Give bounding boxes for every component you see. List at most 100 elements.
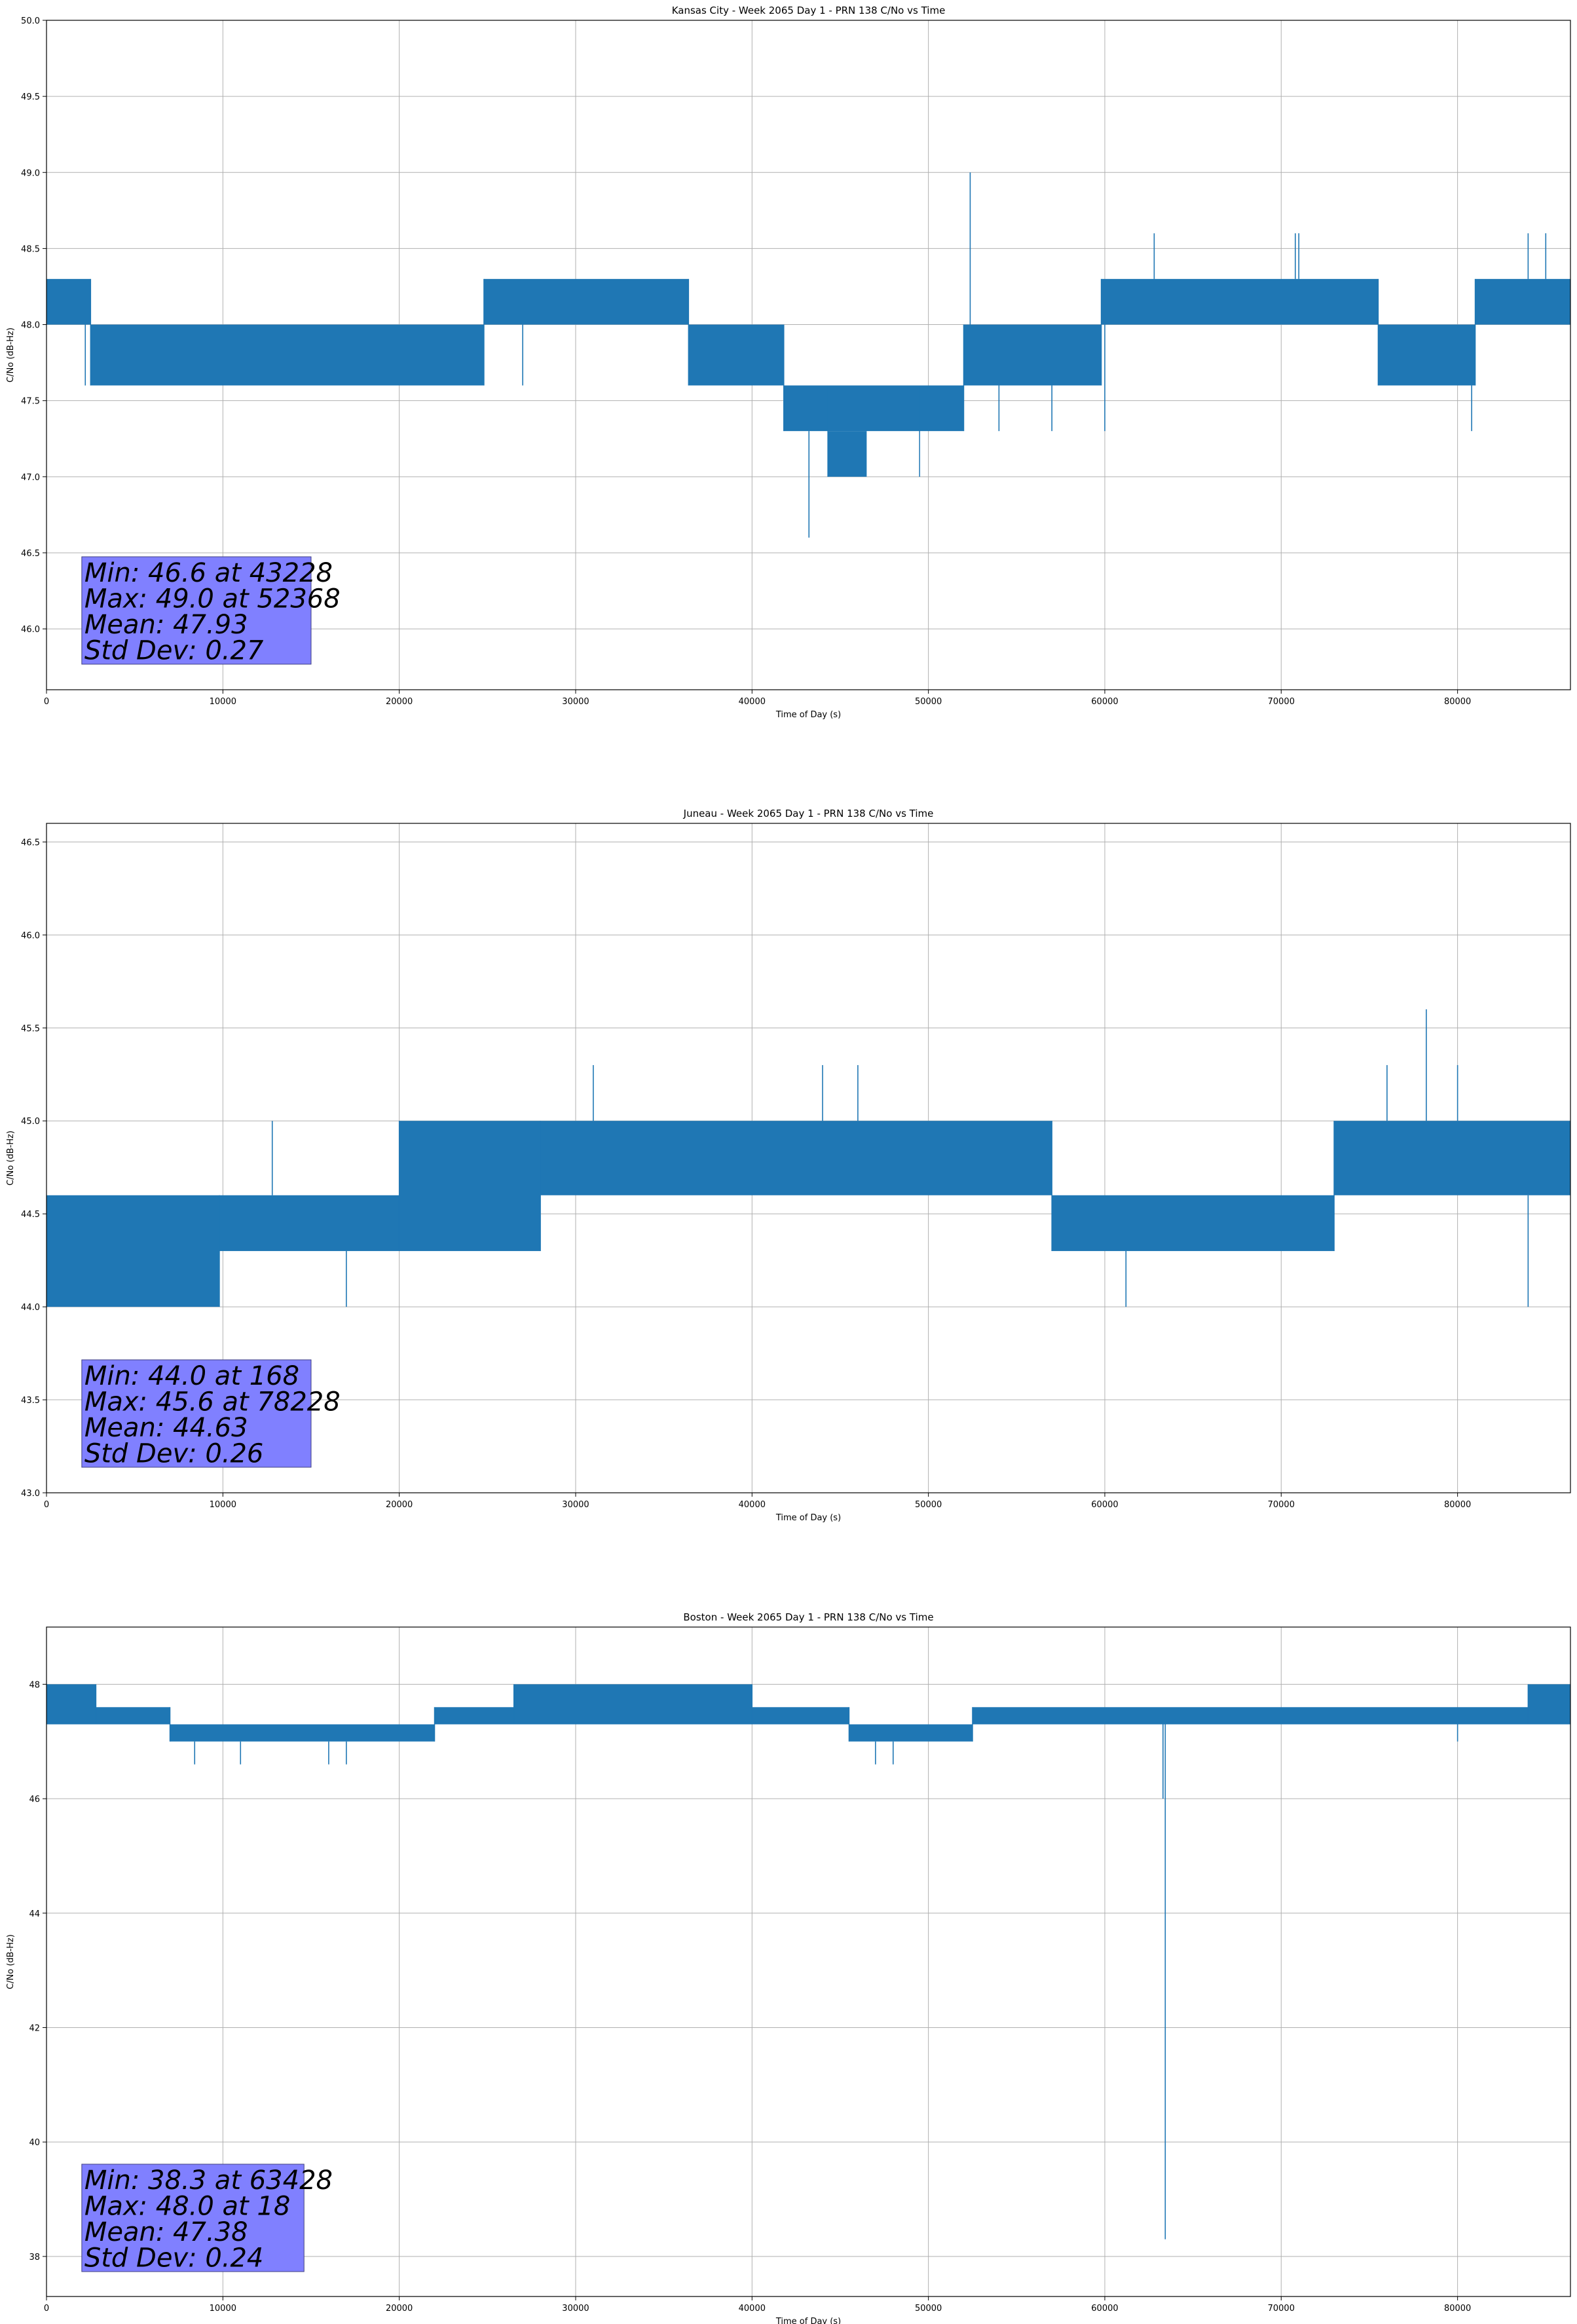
series-band-segment [540, 1121, 1052, 1195]
series-line [46, 1009, 1570, 1307]
y-axis-label: C/No (dB-Hz) [6, 1934, 16, 1989]
stats-line: Min: 46.6 at 43228 [84, 558, 333, 588]
x-tick-label: 10000 [210, 697, 236, 707]
chart-panel-1: 0 10000 20000 30000 40000 50000 60000 70000 8000… [6, 5, 1571, 720]
chart-title: Kansas City - Week 2065 Day 1 - PRN 138 … [672, 5, 946, 16]
y-tick-label: 40 [29, 2138, 40, 2148]
stats-line: Std Dev: 0.27 [84, 636, 264, 666]
plot-frame [46, 823, 1571, 1493]
stats-line: Max: 45.6 at 78228 [84, 1387, 341, 1417]
y-tick-label: 48 [29, 1680, 40, 1690]
x-tick-label: 20000 [386, 697, 413, 707]
series-band-segment [170, 1724, 435, 1742]
x-tick-label: 0 [44, 1500, 49, 1510]
series-band-segment [483, 278, 689, 325]
series-band-segment [1528, 1684, 1570, 1725]
series-band-segment [1475, 278, 1570, 325]
y-tick-label: 43.0 [21, 1489, 40, 1499]
series-band-segment [828, 431, 867, 477]
stats-line: Mean: 47.93 [84, 610, 248, 640]
x-tick-label: 50000 [915, 697, 942, 707]
x-axis-label: Time of Day (s) [775, 710, 841, 720]
y-tick-label: 43.5 [21, 1396, 40, 1406]
y-tick-label: 44 [29, 1909, 40, 1919]
chart-panel-3: 0 10000 20000 30000 40000 50000 60000 70000 8000… [6, 1611, 1571, 2324]
series-line [46, 172, 1570, 538]
x-tick-label: 70000 [1268, 2304, 1295, 2314]
y-tick-label: 45.5 [21, 1024, 40, 1034]
series-band-segment [1334, 1121, 1570, 1195]
series-band-segment [96, 1707, 170, 1725]
x-tick-label: 50000 [915, 1500, 942, 1510]
plot-frame [46, 1626, 1571, 2297]
chart-panel-2: 0 10000 20000 30000 40000 50000 60000 70000 8000… [6, 808, 1571, 1523]
stats-line: Min: 44.0 at 168 [84, 1361, 299, 1391]
series-line [46, 1684, 1570, 2240]
stats-line: Max: 49.0 at 52368 [84, 584, 341, 614]
y-tick-label: 49.5 [21, 92, 40, 102]
y-axis-label: C/No (dB-Hz) [6, 328, 16, 383]
y-tick-label: 42 [29, 2023, 40, 2033]
x-tick-label: 40000 [739, 697, 766, 707]
stats-line: Std Dev: 0.24 [84, 2243, 264, 2274]
x-tick-label: 40000 [739, 2304, 766, 2314]
y-tick-label: 38 [29, 2253, 40, 2262]
x-tick-label: 80000 [1444, 697, 1471, 707]
x-tick-label: 10000 [210, 2304, 236, 2314]
x-tick-label: 60000 [1091, 2304, 1118, 2314]
series-band-segment [46, 1195, 219, 1307]
stats-box [81, 1359, 312, 1468]
y-tick-label: 48.5 [21, 244, 40, 254]
y-tick-label: 46.0 [21, 625, 40, 635]
y-tick-label: 46.5 [21, 549, 40, 559]
series-band-segment [972, 1707, 1529, 1725]
series-band-segment [688, 324, 784, 386]
series-band-segment [219, 1195, 399, 1251]
x-tick-label: 70000 [1268, 1500, 1295, 1510]
x-tick-label: 30000 [562, 2304, 589, 2314]
series-band-segment [963, 324, 1102, 386]
series-band-segment [752, 1707, 849, 1725]
y-tick-label: 47.5 [21, 397, 40, 407]
y-tick-label: 44.5 [21, 1210, 40, 1220]
series-band-segment [1101, 278, 1379, 325]
series-band-segment [1052, 1195, 1335, 1251]
x-tick-label: 60000 [1091, 697, 1118, 707]
x-tick-label: 50000 [915, 2304, 942, 2314]
x-tick-label: 0 [44, 697, 49, 707]
series-band-segment [90, 324, 484, 386]
series-band-segment [919, 385, 964, 432]
y-axis-label: C/No (dB-Hz) [6, 1131, 16, 1186]
series-band-segment [783, 385, 920, 432]
x-tick-label: 80000 [1444, 2304, 1471, 2314]
series-band-segment [46, 278, 91, 325]
x-tick-label: 70000 [1268, 697, 1295, 707]
series-band-segment [513, 1684, 752, 1725]
stats-box [81, 556, 312, 665]
stats-box [81, 2164, 305, 2272]
series-band-segment [1378, 324, 1475, 386]
chart-title: Juneau - Week 2065 Day 1 - PRN 138 C/No … [683, 808, 934, 819]
x-tick-label: 20000 [386, 1500, 413, 1510]
plot-frame [46, 20, 1571, 690]
stats-line: Mean: 44.63 [84, 1413, 248, 1443]
x-tick-label: 20000 [386, 2304, 413, 2314]
y-tick-label: 48.0 [21, 321, 40, 331]
x-tick-label: 30000 [562, 697, 589, 707]
series-band-segment [399, 1121, 541, 1251]
x-tick-label: 60000 [1091, 1500, 1118, 1510]
stats-line: Max: 48.0 at 18 [84, 2192, 290, 2222]
y-tick-label: 45.0 [21, 1117, 40, 1127]
x-axis-label: Time of Day (s) [775, 2317, 841, 2324]
y-tick-label: 49.0 [21, 168, 40, 178]
y-tick-label: 44.0 [21, 1303, 40, 1313]
series-band-segment [849, 1724, 973, 1742]
x-tick-label: 10000 [210, 1500, 236, 1510]
y-tick-label: 47.0 [21, 473, 40, 483]
stats-line: Std Dev: 0.26 [84, 1439, 264, 1469]
y-tick-label: 46.5 [21, 838, 40, 848]
stats-line: Mean: 47.38 [84, 2217, 248, 2247]
series-band-segment [434, 1707, 514, 1725]
series-band-segment [46, 1684, 96, 1725]
